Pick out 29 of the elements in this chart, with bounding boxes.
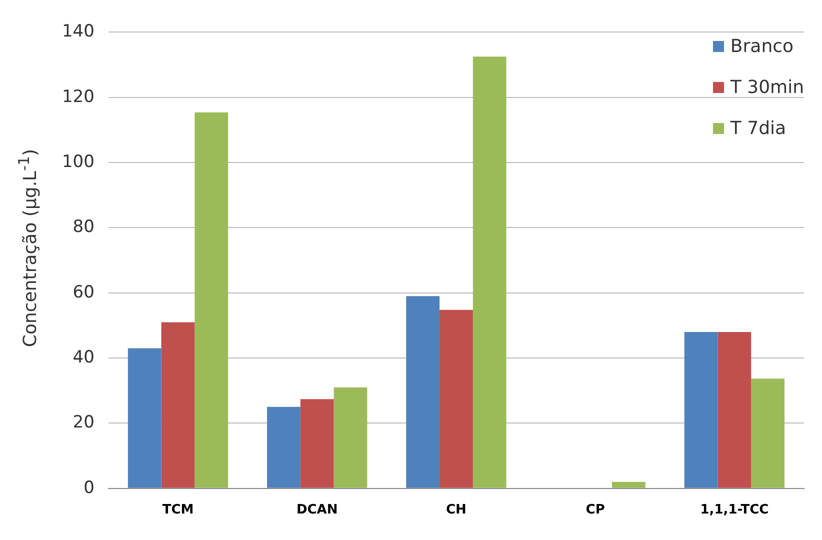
bar (300, 399, 334, 488)
bar (128, 348, 162, 488)
y-tick-label: 40 (72, 347, 94, 368)
y-tick-label: 0 (84, 478, 94, 498)
y-tick-label: 100 (62, 152, 94, 172)
bar (406, 296, 440, 488)
legend-label: T 7dia (730, 118, 786, 139)
bar (684, 332, 718, 488)
bar (612, 482, 646, 488)
y-tick-label: 140 (62, 22, 94, 42)
bar (161, 322, 195, 488)
x-tick-label: DCAN (296, 502, 338, 518)
bar (334, 387, 368, 488)
legend-label: Branco (730, 36, 794, 57)
x-tick-label: 1,1,1-TCC (700, 502, 769, 518)
bar (194, 112, 228, 488)
x-tick-label: CH (446, 502, 466, 518)
bar (267, 406, 300, 488)
x-tick-label: TCM (162, 502, 194, 518)
bar (718, 332, 752, 488)
y-tick-label: 20 (72, 412, 94, 433)
y-tick-label: 120 (62, 86, 94, 107)
bar (440, 310, 473, 488)
y-tick-label: 80 (72, 217, 94, 238)
y-tick-label: 60 (72, 282, 94, 302)
legend-label: T 30min (730, 77, 804, 98)
x-tick-label: CP (586, 502, 605, 518)
bar (472, 56, 506, 488)
bar (751, 378, 785, 488)
